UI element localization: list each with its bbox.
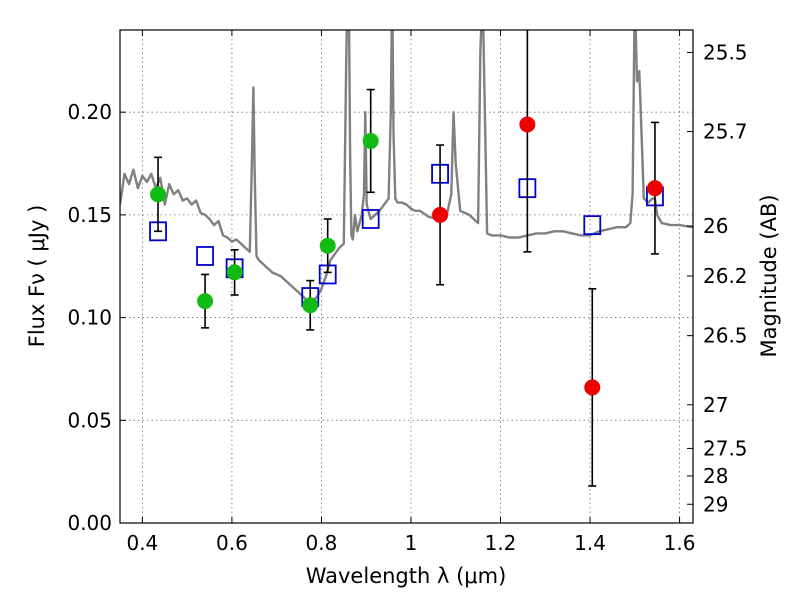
x-tick-label: 0.6	[216, 531, 248, 555]
model-spectrum-line	[120, 30, 693, 303]
y-tick-label: 0.10	[67, 306, 112, 330]
model-point	[361, 209, 380, 229]
model-point	[196, 246, 214, 266]
y2-tick-label: 25.5	[703, 40, 748, 64]
y2-tick-label: 27	[703, 393, 728, 417]
y-tick-label: 0.20	[67, 100, 112, 124]
observed-point	[197, 293, 214, 310]
x-tick-label: 1.4	[574, 531, 606, 555]
observed-point	[646, 180, 663, 197]
x-tick-label: 0.8	[306, 531, 338, 555]
y2-tick-label: 26	[703, 214, 728, 238]
observed-point	[584, 379, 601, 396]
x-tick-label: 1.2	[485, 531, 517, 555]
grid	[120, 30, 693, 524]
model-point	[583, 215, 602, 236]
observed-point	[362, 132, 379, 149]
y-tick-label: 0.05	[67, 408, 112, 432]
y2-tick-label: 27.5	[703, 436, 748, 460]
y-tick-label: 0.15	[67, 203, 112, 227]
observed-point	[432, 206, 449, 223]
y-axis-label: Flux Fν ( μJy )	[25, 205, 49, 348]
observed-point	[150, 186, 167, 203]
observed-point	[226, 264, 243, 281]
x-axis-label: Wavelength λ (μm)	[306, 564, 507, 588]
plot-area	[120, 30, 693, 487]
y2-tick-label: 26.2	[703, 264, 748, 288]
y2-tick-label: 28	[703, 464, 728, 488]
x-tick-label: 1	[405, 531, 418, 555]
y2-tick-label: 29	[703, 492, 728, 516]
observed-point	[302, 297, 319, 314]
y-tick-label: 0.00	[67, 511, 112, 535]
axes: 0.4 0.6 0.8 1 1.2 1.4 1.6 0.00 0.05 0.10 0.15 0.20 2…	[67, 30, 748, 555]
y2-tick-label: 26.5	[703, 324, 748, 348]
observed-point	[519, 116, 536, 133]
x-tick-label: 0.4	[126, 531, 158, 555]
x-tick-label: 1.6	[664, 531, 696, 555]
y2-axis-label: Magnitude (AB)	[757, 194, 781, 357]
y2-tick-label: 25.7	[703, 120, 748, 144]
observed-point	[319, 237, 336, 254]
